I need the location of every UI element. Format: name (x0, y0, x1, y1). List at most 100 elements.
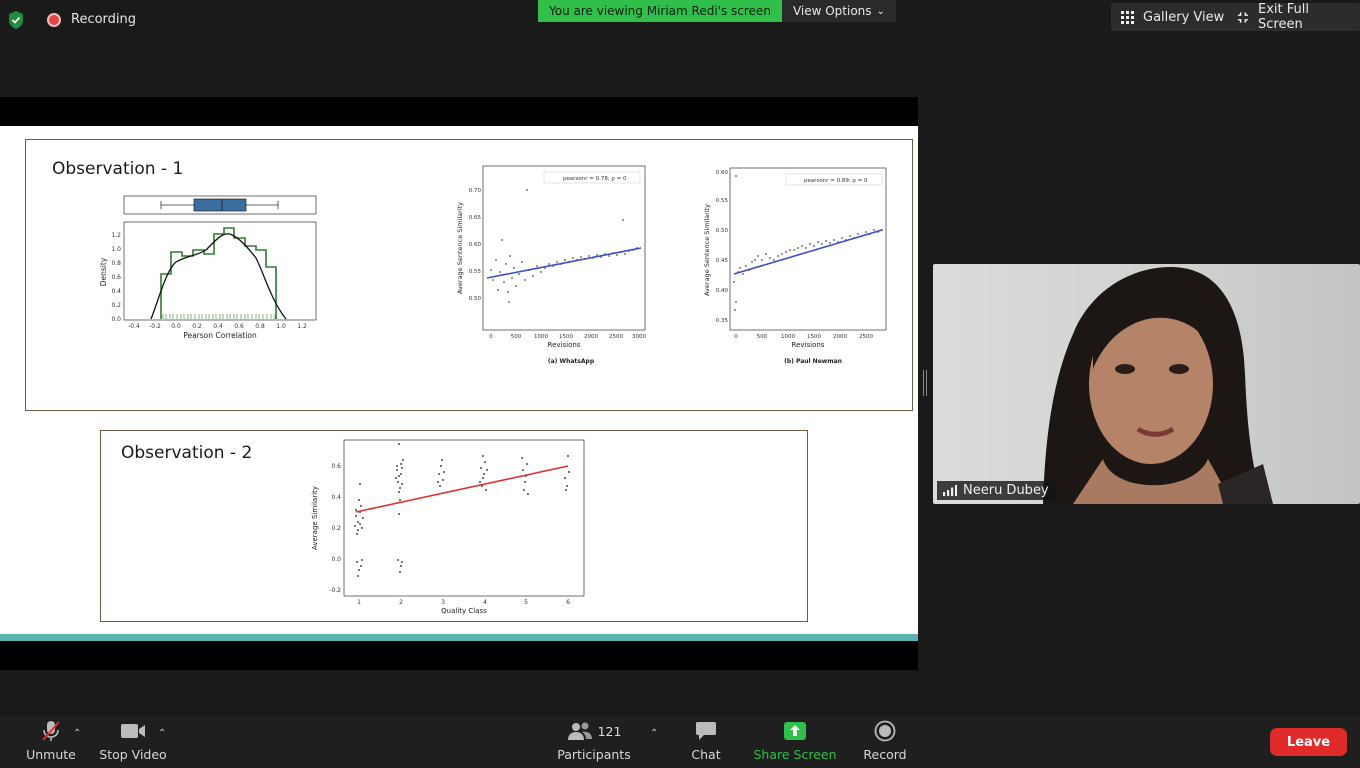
chat-label: Chat (691, 747, 721, 762)
security-shield-icon[interactable] (7, 10, 25, 30)
chat-button[interactable]: Chat (686, 716, 726, 768)
exit-fullscreen-icon (1237, 11, 1249, 23)
quality-ytick: 0.6 (331, 463, 341, 470)
newman-xtick: 1000 (781, 334, 795, 340)
quality-fit-line (355, 465, 569, 513)
quality-xtick: 5 (524, 599, 528, 606)
quality-xtick: 6 (566, 599, 570, 606)
whatsapp-xlabel: Revisions (548, 341, 581, 349)
density-ytick: 1.0 (111, 246, 121, 253)
audio-options-caret-icon[interactable]: ⌃ (73, 728, 82, 739)
participant-video-tile[interactable]: Neeru Dubey (933, 264, 1360, 504)
whatsapp-fit-line (486, 247, 642, 279)
newman-ytick: 0.55 (716, 198, 729, 204)
recording-label: Recording (71, 12, 137, 27)
whatsapp-frame (482, 165, 646, 331)
participant-name-tag: Neeru Dubey (937, 481, 1055, 500)
density-ytick: 0.6 (111, 274, 121, 281)
presentation-slide: Observation - 1 (0, 126, 918, 641)
density-xlabel: Pearson Correlation (183, 331, 257, 340)
kde-curve (150, 233, 287, 320)
rug-marks (162, 314, 276, 319)
newman-ylabel: Average Sentence Similarity (703, 204, 711, 296)
whatsapp-ytick: 0.60 (469, 242, 482, 248)
record-button[interactable]: Record (862, 716, 908, 768)
newman-legend: pearsonr = 0.89; p = 0 (804, 178, 868, 184)
participants-label: Participants (557, 747, 631, 762)
quality-xtick: 1 (357, 599, 361, 606)
quality-xlabel: Quality Class (441, 607, 487, 615)
unmute-button[interactable]: Unmute (24, 716, 78, 768)
gallery-view-label: Gallery View (1143, 9, 1225, 25)
quality-xtick: 3 (441, 599, 445, 606)
participants-options-caret-icon[interactable]: ⌃ (650, 728, 659, 739)
observation-2-title: Observation - 2 (121, 443, 253, 463)
quality-ylabel: Average Similarity (311, 486, 319, 550)
whatsapp-xtick: 0 (489, 334, 493, 340)
stop-video-label: Stop Video (99, 747, 167, 762)
viewing-text: You are viewing Miriam Redi's screen (538, 0, 782, 22)
quality-points (354, 443, 570, 577)
newman-fit-line (733, 229, 883, 275)
quality-xtick: 4 (483, 599, 487, 606)
newman-xtick: 500 (757, 334, 768, 340)
signal-strength-icon (943, 485, 957, 496)
whatsapp-ylabel: Average Sentence Similarity (456, 202, 464, 294)
quality-frame (343, 439, 585, 597)
newman-xtick: 1500 (807, 334, 821, 340)
newman-xtick: 0 (734, 334, 738, 340)
quality-ytick: 0.2 (331, 525, 341, 532)
boxplot-frame (123, 195, 317, 215)
meeting-toolbar: Unmute ⌃ Stop Video ⌃ 121 Participants (0, 716, 1360, 768)
boxplot-box (193, 198, 247, 212)
whatsapp-points (490, 189, 638, 303)
exit-fullscreen-label: Exit Full Screen (1257, 2, 1309, 32)
observation-2-box: Observation - 2 1 2 3 (100, 430, 808, 622)
newman-scatter-chart: pearsonr = 0.89; p = 0 0 500 1000 1500 2… (703, 167, 887, 365)
video-camera-icon (121, 724, 145, 738)
recording-dot-icon (47, 12, 61, 27)
viewing-banner: You are viewing Miriam Redi's screen Vie… (538, 0, 896, 22)
participants-button[interactable]: 121 Participants (556, 716, 632, 768)
whatsapp-xtick: 2000 (584, 334, 598, 340)
gallery-view-button[interactable]: Gallery View (1111, 3, 1235, 31)
whatsapp-xtick: 500 (511, 334, 522, 340)
grid-icon (1121, 10, 1134, 24)
newman-xlabel: Revisions (792, 341, 825, 349)
density-xtick: 0.2 (192, 323, 202, 330)
recording-indicator[interactable]: Recording (47, 12, 136, 27)
stop-video-button[interactable]: Stop Video (98, 716, 168, 768)
view-options-label: View Options (792, 4, 872, 18)
density-frame (123, 221, 317, 321)
quality-scatter-chart: 1 2 3 4 5 6 -0.2 0.0 0.2 0.4 0.6 Qual (311, 439, 585, 615)
newman-caption: (b) Paul Newman (784, 358, 842, 365)
exit-fullscreen-button[interactable]: Exit Full Screen (1227, 2, 1360, 32)
density-ytick: 1.2 (111, 232, 121, 239)
newman-ytick: 0.40 (716, 288, 729, 294)
whatsapp-ytick: 0.70 (469, 188, 482, 194)
whatsapp-xtick: 1000 (534, 334, 548, 340)
newman-ytick: 0.45 (716, 258, 729, 264)
newman-ytick: 0.50 (716, 228, 729, 234)
leave-button[interactable]: Leave (1270, 728, 1347, 756)
density-xtick: 1.0 (276, 323, 286, 330)
observation-1-title: Observation - 1 (52, 159, 184, 179)
view-options-button[interactable]: View Options ⌄ (781, 0, 896, 22)
quality-xtick: 2 (399, 599, 403, 606)
video-options-caret-icon[interactable]: ⌃ (158, 728, 167, 739)
whatsapp-ytick: 0.65 (469, 215, 482, 221)
density-xtick: 1.2 (297, 323, 307, 330)
density-xtick: 0.0 (171, 323, 181, 330)
record-icon (874, 720, 896, 742)
density-xtick: 0.8 (255, 323, 265, 330)
whatsapp-scatter-chart: pearsonr = 0.78; p = 0 0 500 1000 1500 2… (456, 165, 646, 365)
share-screen-button[interactable]: Share Screen (752, 716, 838, 768)
whatsapp-caption: (a) WhatsApp (548, 358, 595, 365)
whatsapp-ytick: 0.50 (469, 296, 482, 302)
observation-1-box: Observation - 1 (25, 139, 913, 411)
resize-handle[interactable] (923, 370, 927, 396)
whatsapp-legend-box (543, 171, 641, 184)
participant-name: Neeru Dubey (963, 483, 1049, 498)
shared-screen: Observation - 1 (0, 97, 918, 670)
